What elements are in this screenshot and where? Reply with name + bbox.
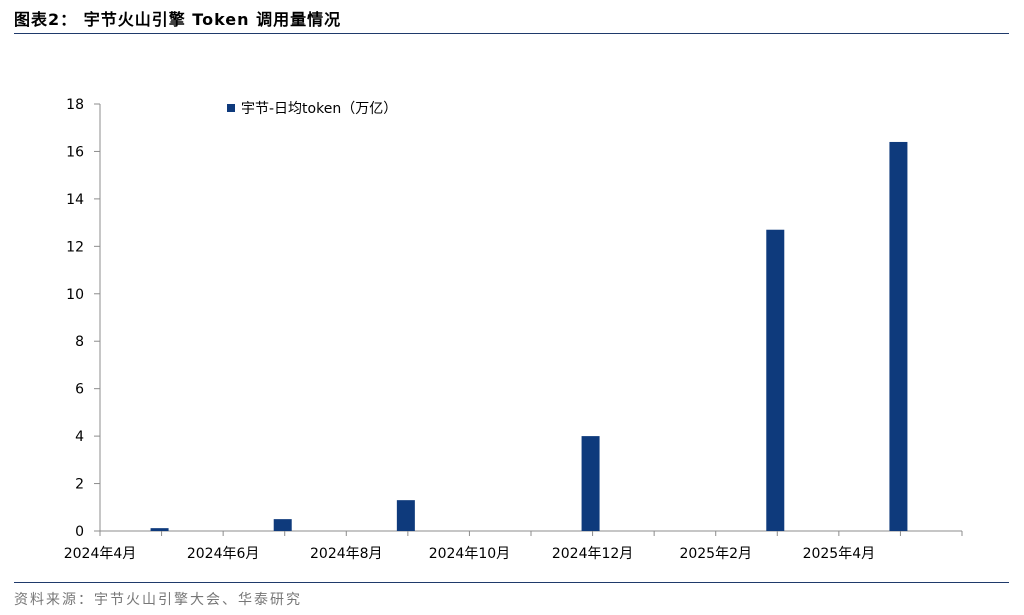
x-tick-label: 2024年10月	[429, 546, 510, 562]
bar	[889, 141, 908, 531]
bar	[581, 436, 600, 531]
y-tick-label: 10	[66, 287, 84, 303]
y-tick-label: 0	[75, 524, 84, 540]
bar-series	[150, 141, 908, 531]
y-tick-label: 2	[75, 477, 84, 493]
x-tick-label: 2025年4月	[803, 546, 876, 562]
bar	[396, 500, 415, 531]
legend: 宇节-日均token（万亿）	[227, 101, 397, 117]
figure-label: 图表2：	[14, 10, 78, 29]
x-tick-label: 2024年4月	[64, 546, 137, 562]
y-tick-label: 8	[75, 334, 84, 350]
legend-label: 宇节-日均token（万亿）	[241, 101, 397, 117]
source-divider	[14, 582, 1009, 583]
page-title: 图表2： 宇节火山引擎 Token 调用量情况	[14, 6, 341, 30]
y-tick-label: 6	[75, 382, 84, 398]
x-tick-label: 2024年12月	[552, 546, 633, 562]
chart-title: 宇节火山引擎 Token 调用量情况	[83, 10, 342, 29]
bar	[150, 528, 169, 531]
x-tick-label: 2024年8月	[310, 546, 383, 562]
bar	[766, 229, 785, 531]
bar	[273, 519, 292, 531]
title-divider	[14, 33, 1009, 34]
x-tick-label: 2025年2月	[679, 546, 752, 562]
x-axis: 2024年4月 2024年6月 2024年8月 2024年10月 2024年12月 202…	[64, 530, 963, 562]
y-axis: 0 2 4 6 8 10 12 14 16 18	[66, 97, 101, 540]
y-tick-label: 12	[66, 239, 84, 255]
x-tick-label: 2024年6月	[187, 546, 260, 562]
legend-swatch	[227, 104, 235, 112]
y-tick-label: 14	[66, 192, 84, 208]
y-tick-label: 18	[66, 97, 84, 113]
y-tick-label: 16	[66, 144, 84, 160]
source-note: 资料来源：宇节火山引擎大会、华泰研究	[14, 592, 302, 608]
y-tick-label: 4	[75, 429, 84, 445]
